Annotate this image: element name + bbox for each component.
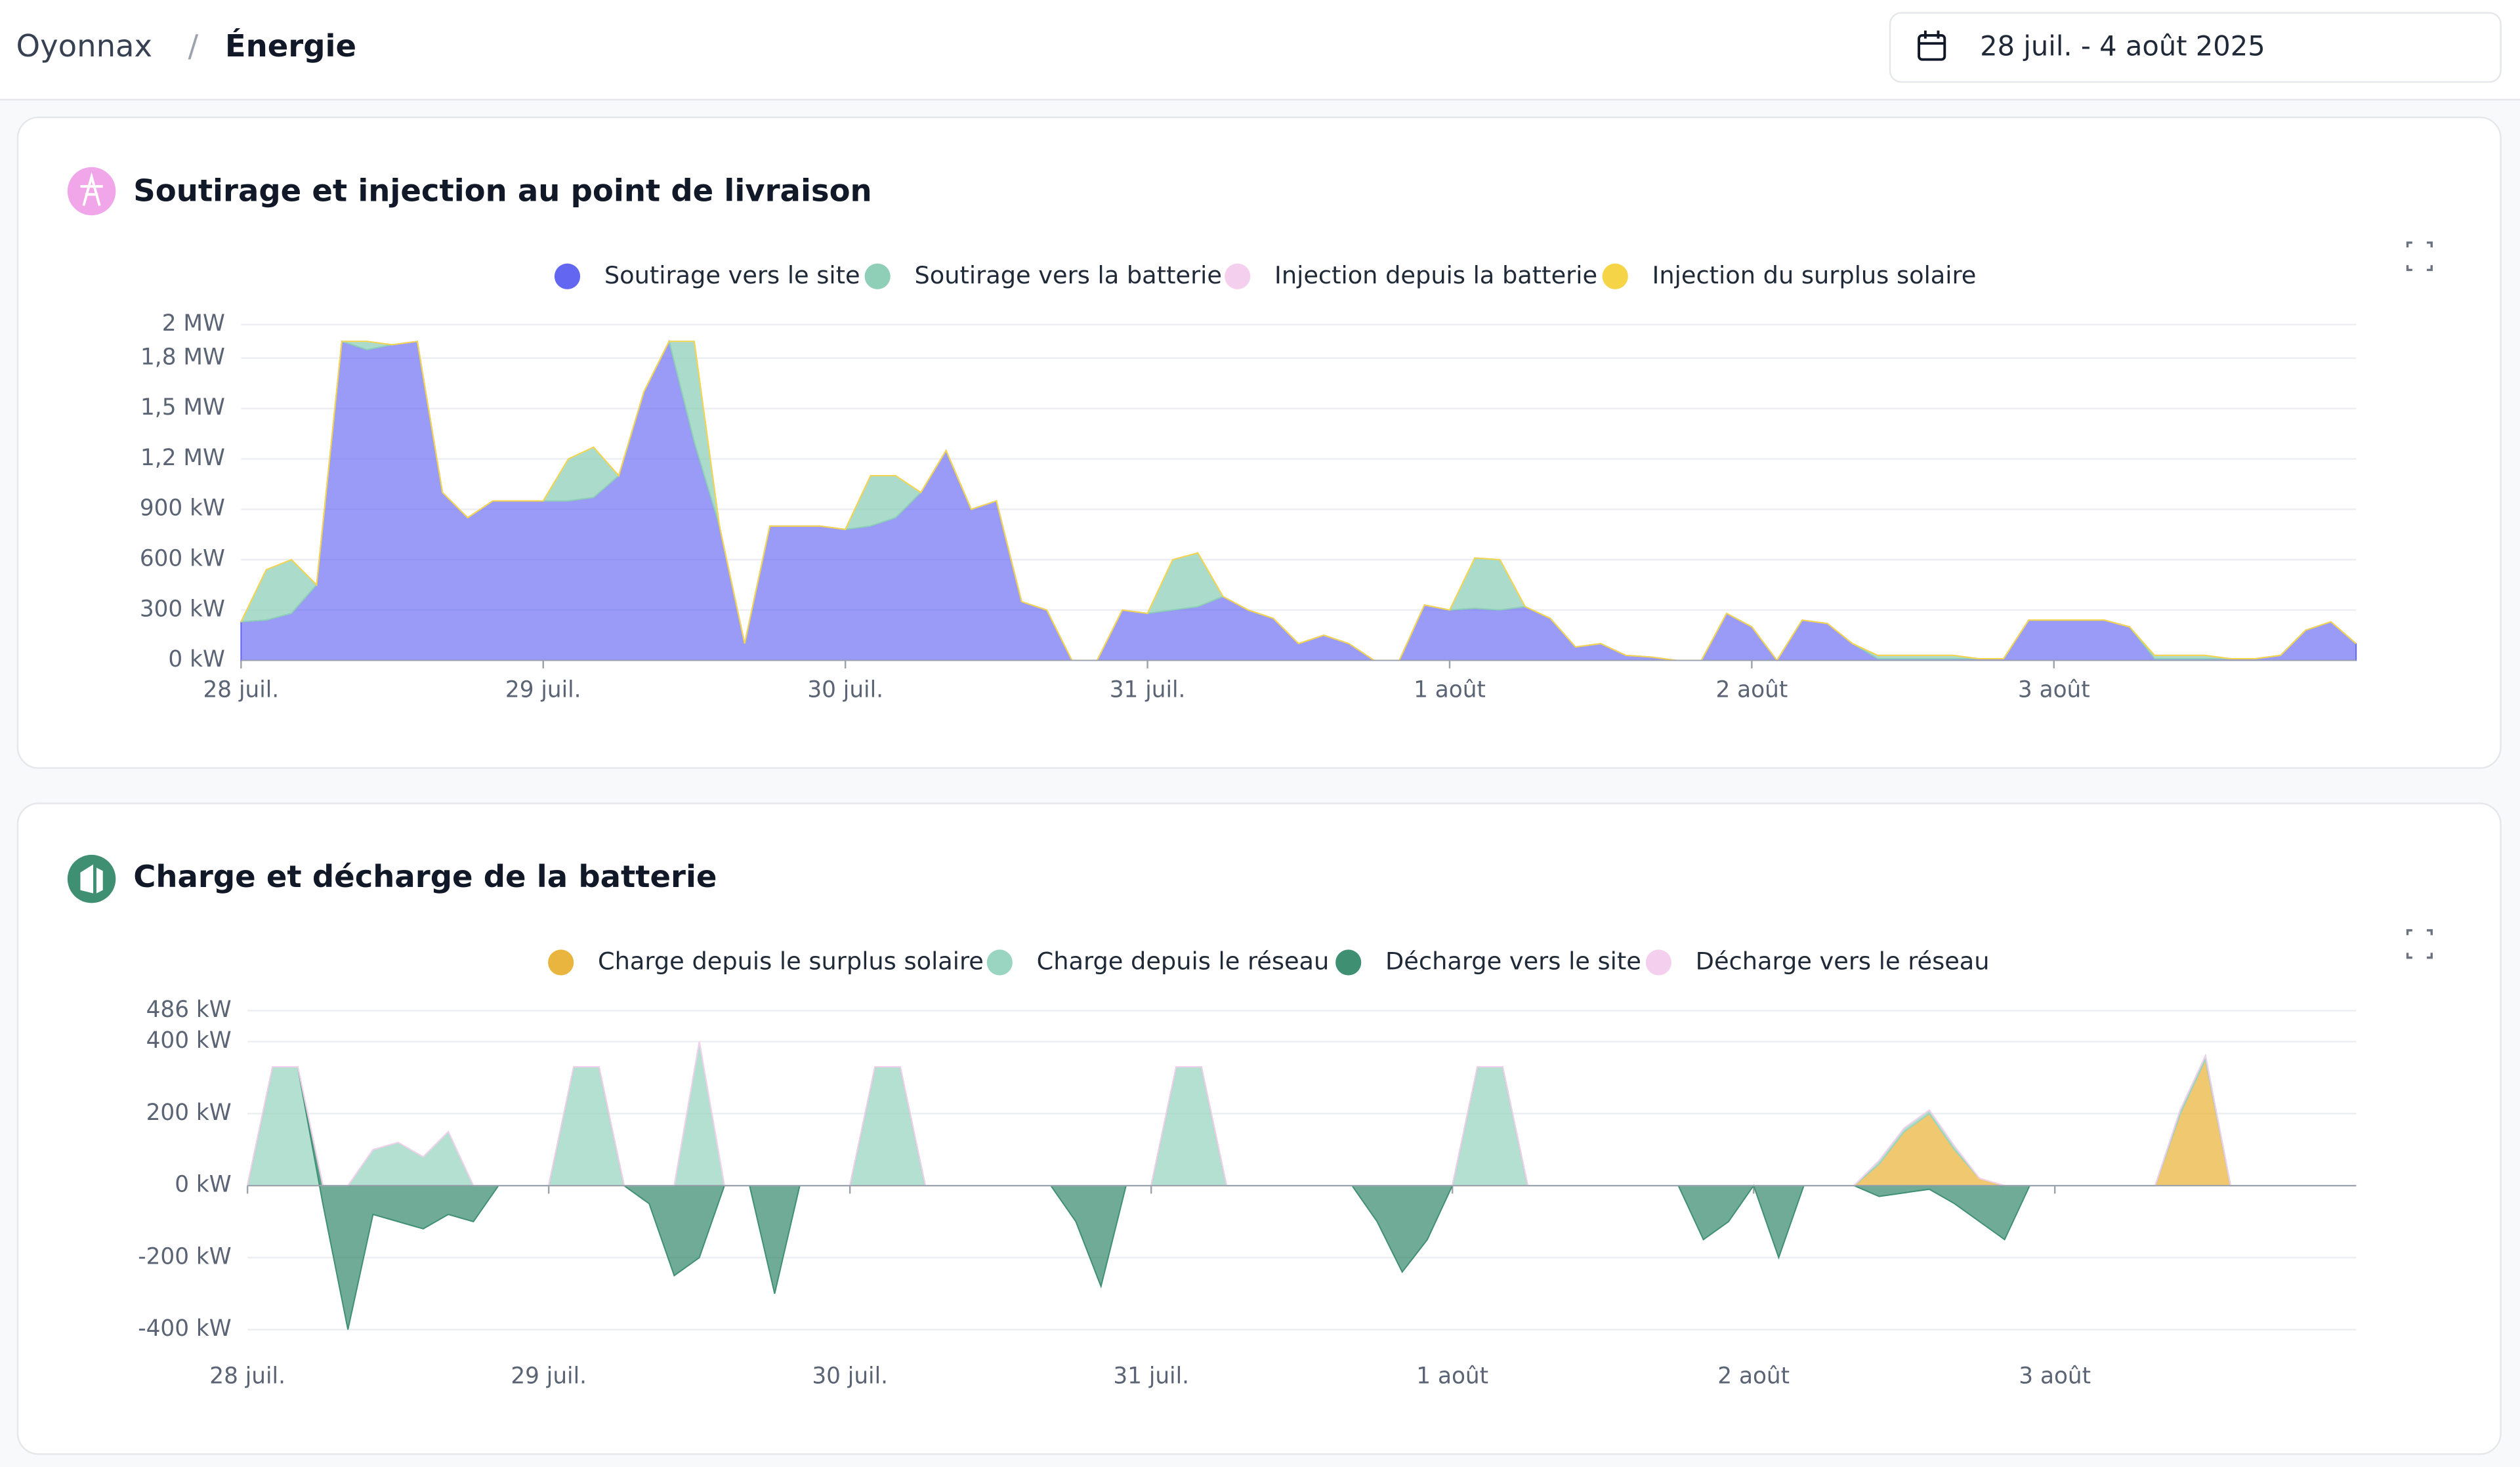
pylon-icon: [80, 172, 103, 207]
y-tick-label: -400 kW: [138, 1315, 231, 1342]
x-tick-label: 30 juil.: [807, 677, 883, 703]
card: [16, 802, 2502, 1455]
x-tick-label: 1 août: [1414, 677, 1486, 703]
y-tick-label: 2 MW: [162, 310, 225, 337]
legend-label: Charge depuis le réseau: [1037, 947, 1330, 975]
x-tick-label: 29 juil.: [511, 1363, 587, 1389]
y-tick-label: 600 kW: [140, 546, 225, 572]
legend-swatch: [1602, 263, 1628, 289]
y-tick-label: 1,5 MW: [140, 394, 225, 421]
x-tick-label: 30 juil.: [812, 1363, 888, 1389]
legend-label: Décharge vers le site: [1385, 947, 1641, 975]
legend-swatch: [554, 263, 581, 289]
x-tick-label: 3 août: [2018, 677, 2090, 703]
legend-label: Injection du surplus solaire: [1652, 261, 1977, 289]
legend-label: Charge depuis le surplus solaire: [598, 947, 984, 975]
calendar-icon: [1918, 30, 1946, 61]
x-tick-label: 2 août: [1715, 677, 1788, 703]
x-tick-label: 28 juil.: [203, 677, 280, 703]
y-tick-label: 1,8 MW: [140, 344, 225, 370]
legend-label: Décharge vers le réseau: [1696, 947, 1990, 975]
y-tick-label: 0 kW: [175, 1172, 231, 1198]
x-tick-label: 1 août: [1416, 1363, 1488, 1389]
legend-label: Soutirage vers le site: [604, 261, 860, 289]
legend-label: Injection depuis la batterie: [1274, 261, 1597, 289]
legend-swatch: [986, 949, 1013, 976]
breadcrumb-page: Énergie: [225, 28, 356, 64]
x-tick-label: 28 juil.: [209, 1363, 285, 1389]
y-tick-label: 0 kW: [168, 646, 224, 672]
breadcrumb-site[interactable]: Oyonnax: [16, 28, 152, 64]
legend-label: Soutirage vers la batterie: [914, 261, 1222, 289]
chart-title: Charge et décharge de la batterie: [133, 859, 717, 894]
battery-icon: [80, 864, 103, 894]
x-tick-label: 2 août: [1717, 1363, 1790, 1389]
legend-swatch: [548, 949, 574, 976]
card-icon: [67, 167, 116, 216]
date-picker[interactable]: [1889, 12, 2502, 83]
x-tick-label: 3 août: [2019, 1363, 2091, 1389]
breadcrumb-separator: /: [188, 28, 199, 64]
legend-swatch: [1335, 949, 1362, 976]
y-tick-label: 200 kW: [146, 1100, 232, 1126]
y-tick-label: 486 kW: [146, 997, 232, 1023]
date-range: 28 juil. - 4 août 2025: [1980, 30, 2265, 62]
chart-title: Soutirage et injection au point de livra…: [133, 173, 872, 208]
x-tick-label: 31 juil.: [1110, 677, 1186, 703]
x-tick-label: 29 juil.: [505, 677, 581, 703]
y-tick-label: -200 kW: [138, 1243, 231, 1270]
y-tick-label: 1,2 MW: [140, 445, 225, 471]
y-tick-label: 300 kW: [140, 596, 225, 622]
y-tick-label: 900 kW: [140, 495, 225, 522]
legend-swatch: [1645, 949, 1671, 976]
x-tick-label: 31 juil.: [1113, 1363, 1189, 1389]
legend-swatch: [864, 263, 891, 289]
legend-swatch: [1225, 263, 1251, 289]
expand-button[interactable]: [2406, 929, 2433, 959]
y-tick-label: 400 kW: [146, 1027, 232, 1054]
expand-button[interactable]: [2406, 241, 2433, 272]
